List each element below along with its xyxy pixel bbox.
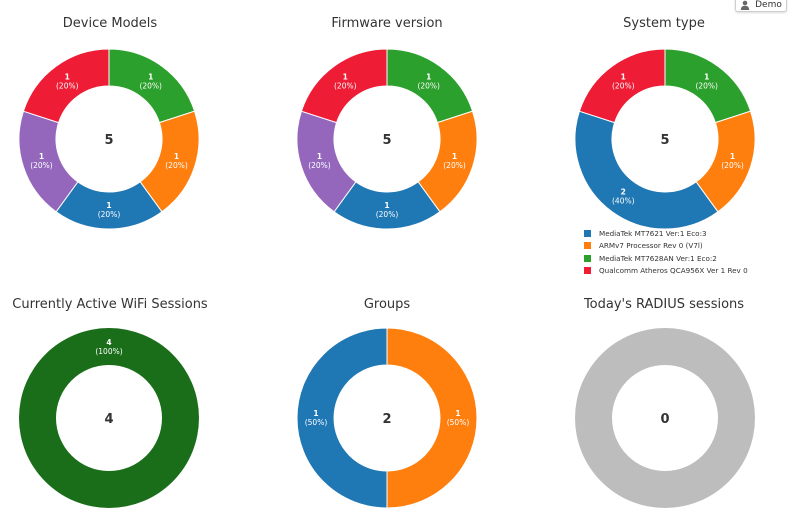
legend-label: Qualcomm Atheros QCA956X Ver 1 Rev 0: [599, 266, 748, 276]
slice-count-label: 1: [384, 201, 389, 210]
slice-percent-label: (20%): [612, 82, 635, 91]
donut-slice[interactable]: [578, 48, 666, 124]
donut-slice[interactable]: [296, 327, 388, 509]
donut-slice[interactable]: [300, 48, 388, 124]
slice-percent-label: (50%): [447, 418, 470, 427]
chart-title-firmware-version: Firmware version: [331, 16, 443, 31]
slice-percent-label: (20%): [376, 210, 399, 219]
slice-percent-label: (20%): [308, 161, 331, 170]
donut-slice[interactable]: [22, 48, 110, 124]
slice-count-label: 1: [39, 152, 44, 161]
donut-center-total: 0: [660, 412, 669, 427]
slice-percent-label: (20%): [721, 161, 744, 170]
donut-slice[interactable]: [386, 327, 478, 509]
legend-item[interactable]: MediaTek MT7621 Ver:1 Eco:3: [584, 227, 794, 240]
user-menu-label: Demo: [755, 0, 782, 10]
slice-percent-label: (20%): [417, 82, 440, 91]
chart-title-system-type: System type: [623, 16, 705, 31]
slice-count-label: 1: [343, 73, 348, 82]
legend-label: MediaTek MT7628AN Ver:1 Eco:2: [599, 253, 717, 263]
slice-percent-label: (20%): [98, 210, 121, 219]
slice-count-label: 1: [106, 201, 111, 210]
legend-swatch: [584, 242, 591, 250]
legend-label: MediaTek MT7621 Ver:1 Eco:3: [599, 228, 707, 238]
chart-title-groups: Groups: [363, 297, 411, 312]
slice-percent-label: (20%): [165, 161, 188, 170]
donut-device-models[interactable]: 1(20%)1(20%)1(20%)1(20%)1(20%)5: [18, 48, 200, 230]
donut-groups[interactable]: 1(50%)1(50%) 2: [296, 327, 478, 509]
slice-count-label: 4: [106, 338, 111, 347]
slice-percent-label: (20%): [139, 82, 162, 91]
slice-percent-label: (20%): [56, 82, 79, 91]
slice-percent-label: (20%): [334, 82, 357, 91]
slice-count-label: 1: [174, 152, 179, 161]
donut-center-total: 4: [104, 412, 113, 427]
slice-percent-label: (100%): [95, 347, 122, 356]
legend-item[interactable]: ARMv7 Processor Rev 0 (V7l): [584, 240, 794, 253]
slice-count-label: 1: [426, 73, 431, 82]
donut-center-total: 2: [382, 412, 391, 427]
donut-firmware-version[interactable]: 1(20%)1(20%)1(20%)1(20%)1(20%)5: [296, 48, 478, 230]
donut-center-total: 5: [104, 133, 113, 148]
donut-slice[interactable]: [19, 328, 199, 508]
legend-item[interactable]: MediaTek MT7628AN Ver:1 Eco:2: [584, 252, 794, 265]
slice-percent-label: (20%): [443, 161, 466, 170]
slice-count-label: 1: [455, 409, 460, 418]
donut-center-total: 5: [382, 133, 391, 148]
slice-count-label: 1: [704, 73, 709, 82]
slice-count-label: 1: [313, 409, 318, 418]
slice-percent-label: (20%): [695, 82, 718, 91]
slice-percent-label: (50%): [305, 418, 328, 427]
donut-center-total: 5: [660, 133, 669, 148]
legend-swatch: [584, 229, 591, 237]
slice-count-label: 1: [452, 152, 457, 161]
slice-count-label: 1: [148, 73, 153, 82]
legend-swatch: [584, 267, 591, 275]
slice-percent-label: (40%): [612, 196, 635, 205]
slice-count-label: 1: [621, 73, 626, 82]
empty-ring: [575, 328, 755, 508]
chart-title-radius-sessions: Today's RADIUS sessions: [583, 297, 745, 312]
user-icon: [740, 0, 750, 10]
chart-title-device-models: Device Models: [62, 16, 158, 31]
slice-percent-label: (20%): [30, 161, 53, 170]
legend-swatch: [584, 254, 591, 262]
legend-label: ARMv7 Processor Rev 0 (V7l): [599, 241, 703, 251]
donut-system-type[interactable]: 1(20%)1(20%)2(40%)1(20%)5: [574, 48, 756, 230]
slice-count-label: 1: [65, 73, 70, 82]
system-type-legend: MediaTek MT7621 Ver:1 Eco:3 ARMv7 Proces…: [584, 227, 794, 277]
slice-count-label: 1: [730, 152, 735, 161]
slice-count-label: 2: [621, 187, 626, 196]
donut-slice[interactable]: [574, 110, 719, 230]
donut-active-wifi-sessions[interactable]: 4(100%)4: [19, 328, 199, 508]
chart-title-active-wifi-sessions: Currently Active WiFi Sessions: [12, 297, 208, 312]
donut-radius-sessions[interactable]: 0: [575, 328, 755, 508]
legend-item[interactable]: Qualcomm Atheros QCA956X Ver 1 Rev 0: [584, 265, 794, 278]
user-menu-button[interactable]: Demo: [735, 0, 787, 12]
slice-count-label: 1: [317, 152, 322, 161]
